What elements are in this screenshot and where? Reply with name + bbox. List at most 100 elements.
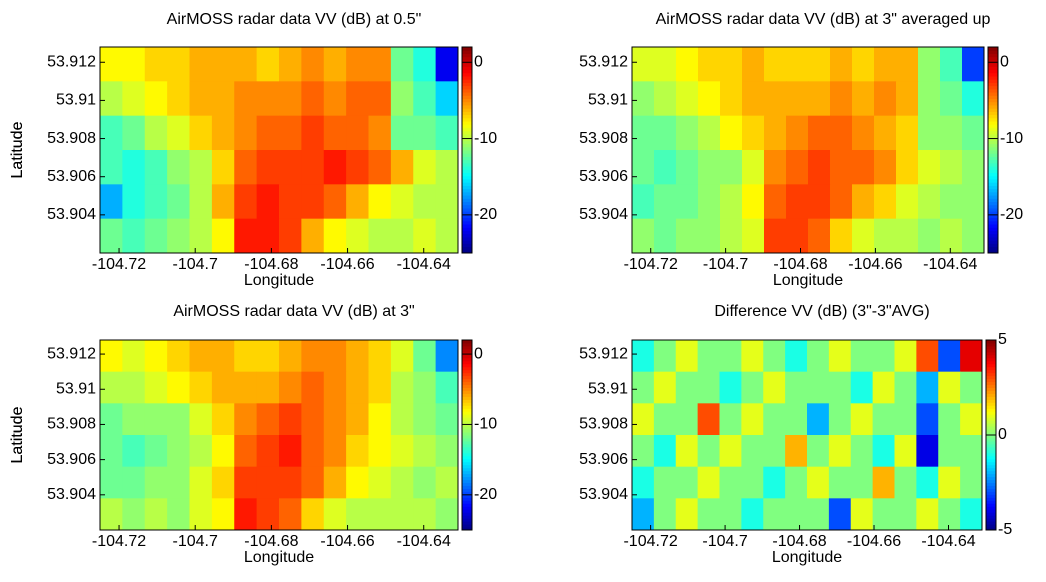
heat-cell — [653, 340, 677, 373]
heat-cell — [962, 81, 985, 117]
heat-cell — [808, 81, 831, 117]
colorbar-tick-label: 0 — [998, 426, 1007, 443]
heat-cell — [808, 184, 831, 220]
colorbar-step — [462, 515, 472, 519]
heat-cell — [940, 150, 963, 185]
heat-cell — [960, 435, 983, 468]
chart-title: Difference VV (dB) (3"-3"AVG) — [714, 303, 929, 320]
colorbar-step — [462, 500, 472, 504]
heat-cell — [763, 340, 786, 373]
heat-cell — [632, 435, 655, 468]
heat-cell — [918, 218, 941, 254]
heat-cell — [742, 150, 765, 185]
heat-cell — [435, 81, 459, 117]
heat-cell — [786, 150, 809, 185]
heat-cell — [918, 150, 941, 185]
heat-cell — [808, 115, 831, 151]
colorbar-step — [988, 47, 998, 51]
colorbar-step — [988, 98, 998, 103]
colorbar-step — [462, 169, 472, 174]
colorbar-step — [988, 59, 998, 64]
heat-cell — [100, 47, 123, 82]
colorbar-step — [988, 246, 998, 251]
heat-cell — [676, 81, 699, 117]
heat-cell — [916, 340, 939, 373]
heat-cell — [435, 218, 459, 254]
colorbar-step — [462, 512, 472, 516]
heat-cell — [850, 371, 874, 404]
heat-cell — [719, 466, 742, 499]
heat-cell — [698, 150, 721, 185]
heat-cell — [697, 466, 720, 499]
colorbar-step — [462, 405, 472, 409]
colorbar-step — [988, 53, 998, 58]
colorbar-step — [462, 82, 472, 87]
colorbar-step — [462, 156, 472, 161]
colorbar-step — [462, 178, 472, 183]
colorbar-step — [462, 476, 472, 481]
heat-cell — [323, 115, 347, 151]
y-tick-label: 53.904 — [579, 486, 628, 503]
heat-cell — [808, 47, 831, 82]
heat-cell — [719, 498, 742, 531]
heat-cell — [962, 184, 985, 220]
heat-cell — [808, 150, 831, 185]
heat-cell — [413, 403, 437, 436]
heat-cell — [301, 150, 325, 185]
heat-cell — [632, 115, 655, 151]
heat-cell — [850, 435, 874, 468]
colorbar-step — [986, 440, 996, 445]
colorbar-step — [462, 101, 472, 106]
colorbar-step — [986, 399, 996, 403]
colorbar-step — [986, 354, 996, 359]
heat-cell — [675, 498, 699, 531]
heat-cell — [167, 435, 190, 468]
colorbar-step — [986, 482, 996, 486]
colorbar-step — [986, 512, 996, 516]
y-axis-label: Latitude — [9, 406, 26, 463]
heat-cell — [938, 403, 961, 436]
x-tick-label: -104.7 — [702, 533, 747, 550]
colorbar-step — [462, 387, 472, 391]
x-axis-label: Longitude — [244, 272, 314, 289]
heat-cell — [211, 403, 235, 436]
colorbar-step — [986, 396, 996, 400]
heat-cell — [763, 435, 786, 468]
heat-cell — [741, 403, 764, 436]
heat-cell — [167, 218, 190, 254]
colorbar-step — [988, 127, 998, 132]
colorbar-step — [462, 461, 472, 466]
heat-cell — [852, 81, 875, 117]
heat-cell — [144, 340, 168, 373]
colorbar-step — [462, 497, 472, 501]
heat-cell — [742, 184, 765, 220]
heat-cell — [653, 403, 677, 436]
heat-cell — [167, 371, 190, 404]
heat-cell — [764, 81, 787, 117]
colorbar-step — [986, 527, 996, 531]
heat-cell — [896, 218, 919, 254]
heat-cell — [828, 435, 852, 468]
chart-title: AirMOSS radar data VV (dB) at 3" — [173, 303, 414, 320]
colorbar-step — [462, 104, 472, 109]
heat-cell — [632, 466, 655, 499]
heat-cell — [301, 498, 325, 531]
heat-cell — [828, 498, 852, 531]
colorbar-step — [986, 515, 996, 519]
heat-cell — [720, 81, 743, 117]
heat-cell — [894, 340, 917, 373]
heat-cell — [301, 115, 325, 151]
heat-cell — [323, 218, 347, 254]
heat-cell — [654, 150, 677, 185]
colorbar-step — [462, 166, 472, 170]
colorbar-step — [986, 506, 996, 510]
heat-cell — [830, 150, 853, 185]
colorbar-step — [986, 390, 996, 394]
heat-cell — [390, 371, 414, 404]
heat-cell — [938, 371, 961, 404]
colorbar-step — [986, 420, 996, 424]
heat-cell — [960, 403, 983, 436]
heat-cell — [632, 184, 655, 220]
heat-cell — [346, 47, 369, 82]
